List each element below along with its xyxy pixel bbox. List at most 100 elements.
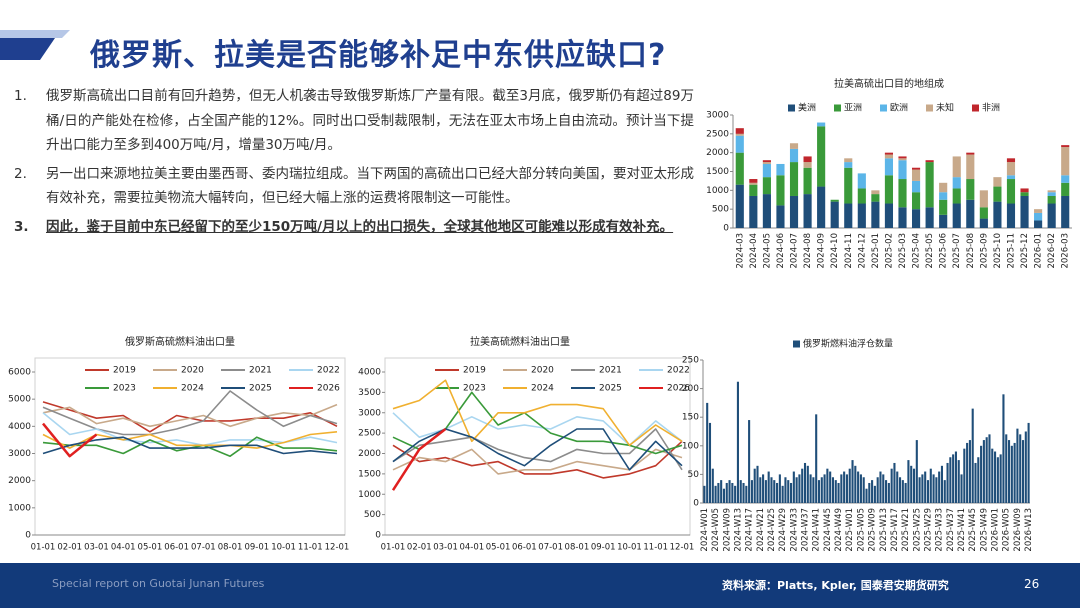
bar-segment (898, 156, 907, 159)
bar (996, 457, 999, 503)
x-tick-label: 01-01 (381, 543, 406, 553)
bar-segment (762, 163, 771, 178)
bar (706, 402, 709, 503)
bar (952, 454, 955, 503)
bar-segment (1006, 158, 1016, 163)
header-decoration (0, 30, 70, 60)
bar-segment (1034, 220, 1043, 228)
bar-segment (776, 175, 785, 206)
legend-label: 2024 (181, 384, 204, 394)
y-tick-label: 50 (688, 470, 700, 480)
bar-segment (911, 167, 921, 170)
bar-segment (952, 177, 961, 189)
bar-segment (776, 163, 785, 176)
legend-label: 2025 (249, 384, 272, 394)
y-tick-label: 1500 (358, 469, 381, 479)
bar-segment (749, 182, 758, 185)
y-tick-label: 0 (25, 531, 31, 541)
x-tick-label: 2025-W37 (946, 508, 956, 552)
bar (748, 420, 751, 503)
legend-swatch (880, 104, 887, 112)
bar (840, 474, 843, 503)
y-tick-label: 0 (693, 499, 699, 509)
bar-segment (762, 177, 771, 195)
legend-label: 2020 (181, 366, 204, 376)
bullet: 2. 另一出口来源地拉美主要由墨西哥、委内瑞拉组成。当下两国的高硫出口已经大部分转… (14, 162, 694, 211)
bar-segment (952, 188, 961, 204)
bar-segment (884, 158, 894, 176)
bar-segment (898, 207, 907, 228)
bar (918, 477, 921, 503)
x-tick-label: 04-01 (459, 543, 484, 553)
bar (778, 474, 781, 503)
footer-text: Special report on Guotai Junan Futures (52, 577, 265, 590)
legend-label: 2022 (317, 366, 340, 376)
bar-segment (789, 143, 799, 149)
bar-segment (993, 177, 1002, 187)
legend-label: 美洲 (798, 102, 816, 114)
bar-segment (817, 122, 826, 127)
bar (795, 477, 798, 503)
chart-title: 拉美高硫燃料油出口量 (470, 335, 570, 348)
bar (851, 460, 854, 503)
legend-label: 2026 (317, 384, 340, 394)
bar (893, 462, 896, 503)
bar-segment (1061, 147, 1070, 176)
bar (815, 414, 818, 503)
x-tick-label: 2025-10 (993, 233, 1003, 269)
bar-segment (884, 154, 894, 159)
x-tick-label: 2025-03 (898, 233, 908, 269)
bar (929, 468, 932, 503)
x-tick-label: 2024-W17 (745, 508, 755, 552)
x-tick-label: 2025-W33 (935, 508, 945, 552)
bar-segment (884, 175, 894, 204)
x-tick-label: 2024-W13 (733, 508, 743, 552)
y-tick-label: 3000 (358, 408, 381, 418)
bar-segment (803, 156, 812, 163)
bar (985, 437, 988, 503)
x-tick-label: 2024-W37 (801, 508, 811, 552)
bar (887, 482, 890, 503)
bar-segment (735, 128, 744, 134)
bar (882, 474, 885, 503)
bar (739, 480, 742, 503)
bullet-number: 1. (14, 88, 27, 104)
x-tick-label: 10-01 (271, 543, 296, 553)
legend-label: 2022 (667, 366, 690, 376)
bar (714, 485, 717, 503)
header-shape (0, 38, 55, 60)
bar (907, 460, 910, 503)
line-series (391, 428, 447, 491)
bar (854, 465, 857, 503)
x-tick-label: 2024-W29 (778, 508, 788, 552)
x-tick-label: 2024-07 (790, 233, 800, 269)
bar (798, 474, 801, 503)
chart: 俄罗斯高硫燃料油出口量 0 1000 2000 3000 4000 5000 6000 01-0… (8, 335, 349, 553)
bar-segment (762, 160, 771, 163)
x-tick-label: 2025-W05 (856, 508, 866, 552)
bar-segment (911, 209, 921, 228)
bar (843, 471, 846, 503)
legend-label: 俄罗斯燃料油浮仓数量 (803, 338, 893, 350)
bar (994, 451, 997, 503)
x-tick-label: 2025-W09 (868, 508, 878, 552)
bar-segment (1006, 203, 1016, 228)
bar (963, 448, 966, 503)
legend-label: 欧洲 (890, 102, 908, 114)
x-tick-label: 2025-02 (884, 233, 894, 269)
bar-segment (939, 192, 948, 200)
bar-segment (1006, 179, 1016, 204)
legend-label: 2019 (113, 366, 136, 376)
bar (764, 480, 767, 503)
legend-swatch (793, 340, 800, 348)
x-tick-label: 2026-W01 (991, 508, 1001, 552)
bar-segment (911, 192, 921, 210)
bar-segment (911, 169, 921, 181)
legend-label: 2019 (463, 366, 486, 376)
x-tick-label: 11-01 (298, 543, 323, 553)
bar (938, 471, 941, 503)
bar (991, 448, 994, 503)
bar-segment (939, 182, 948, 193)
x-tick-label: 2024-03 (735, 233, 745, 269)
bar (1013, 442, 1016, 503)
